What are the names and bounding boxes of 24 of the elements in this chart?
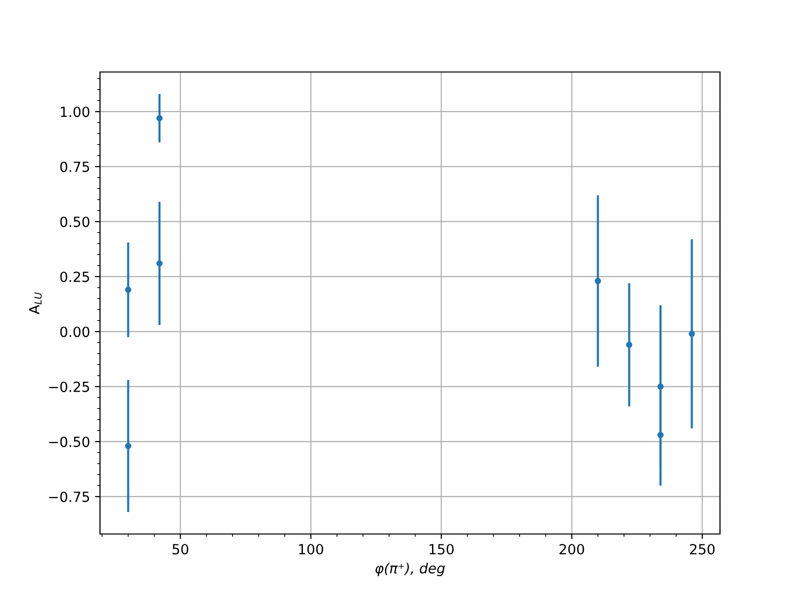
x-axis-title: φ(π⁺), deg [376,562,445,576]
y-tick-label: −0.75 [49,492,90,502]
y-tick-label: 0.00 [60,326,90,338]
x-tick-label: 50 [172,544,188,554]
point [125,286,132,293]
y-axis-title: A$_{LU}$ [29,292,42,314]
point [688,330,695,337]
point [657,383,664,390]
point [626,342,632,348]
y-tick-label: 0.25 [60,272,90,282]
x-tick-label: 250 [690,544,715,554]
y-tick-label: 1.00 [60,106,90,118]
y-tick-label: 0.75 [60,162,90,172]
y-tick-label: −0.25 [49,382,90,392]
x-tick-label: 150 [430,544,454,554]
point [156,115,163,122]
x-tick-label: 100 [299,544,324,554]
y-tick-label: −0.50 [49,436,90,448]
y-tick-label: 0.50 [60,216,90,228]
point [156,260,163,267]
point [657,432,664,438]
point [125,442,132,450]
x-tick-label: 200 [560,544,584,554]
point [594,278,602,284]
